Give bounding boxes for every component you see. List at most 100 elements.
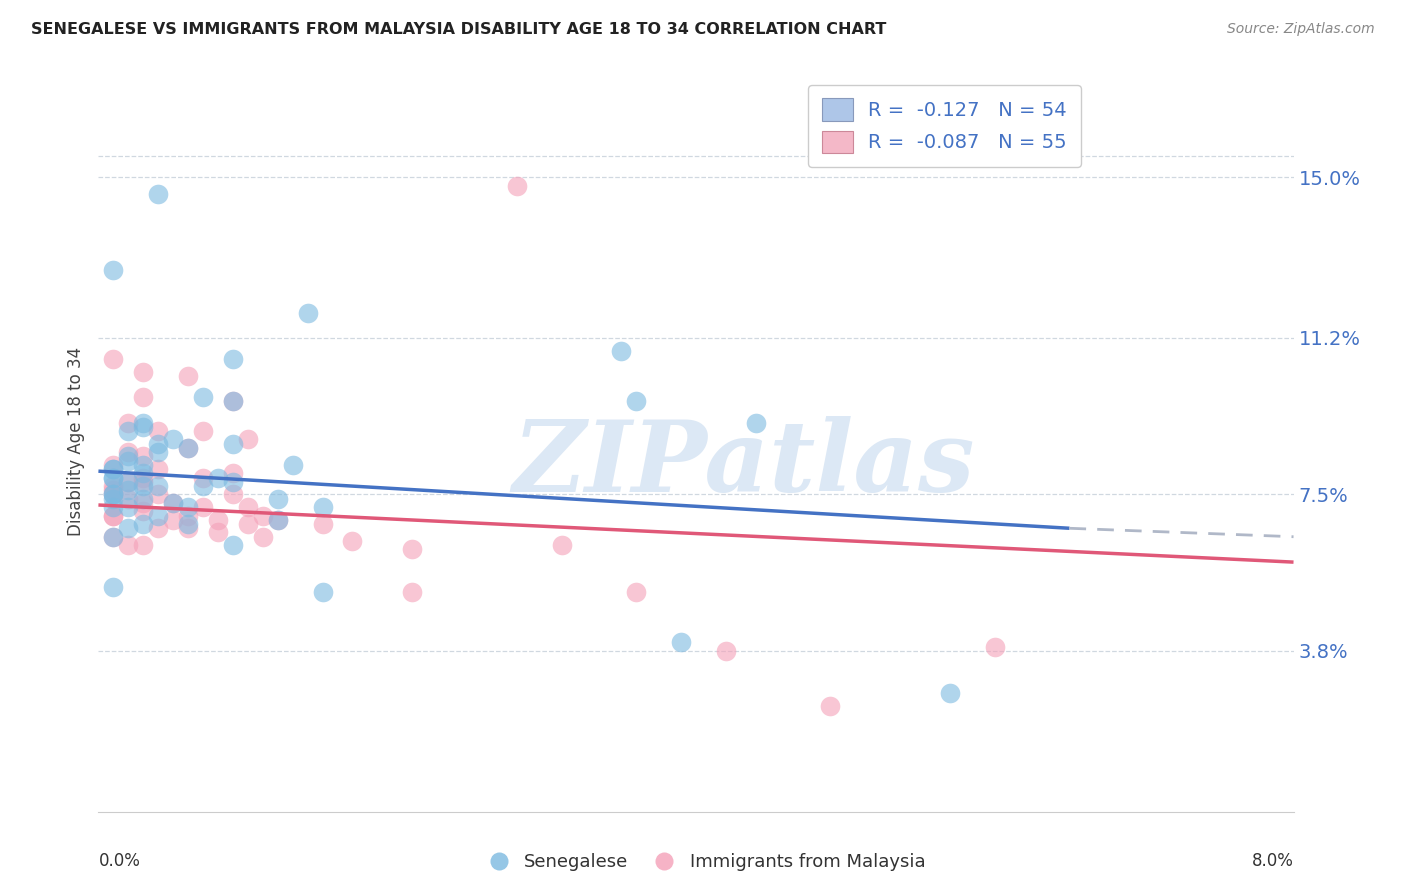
Point (132, 467, 155, 481)
Point (669, 635, 692, 649)
Point (103, 500, 125, 515)
Point (148, 479, 170, 493)
Point (714, 644, 737, 658)
Point (132, 479, 155, 493)
Point (207, 470, 229, 484)
Point (745, 416, 768, 430)
Point (103, 487, 125, 501)
Point (117, 538, 139, 552)
Point (117, 500, 139, 515)
Point (103, 530, 125, 544)
Point (311, 500, 333, 515)
Point (103, 263, 125, 277)
Point (177, 500, 200, 515)
Y-axis label: Disability Age 18 to 34: Disability Age 18 to 34 (66, 347, 84, 536)
Point (132, 416, 155, 430)
Point (236, 500, 259, 515)
Text: 8.0%: 8.0% (1251, 853, 1294, 871)
Point (132, 458, 155, 472)
Point (117, 450, 139, 464)
Point (148, 445, 170, 459)
Point (207, 513, 229, 527)
Point (610, 343, 633, 358)
Point (177, 521, 200, 535)
Point (103, 581, 125, 595)
Point (191, 424, 214, 438)
Point (117, 416, 139, 430)
Point (132, 475, 155, 489)
Point (103, 487, 125, 501)
Point (148, 187, 170, 202)
Point (222, 394, 245, 409)
Point (117, 483, 139, 498)
Point (550, 538, 572, 552)
Point (103, 470, 125, 484)
Point (132, 365, 155, 379)
Point (506, 178, 529, 193)
Point (132, 470, 155, 484)
Point (103, 352, 125, 367)
Point (117, 491, 139, 506)
Point (236, 433, 259, 447)
Point (117, 453, 139, 467)
Point (117, 445, 139, 459)
Point (103, 462, 125, 476)
Point (162, 513, 184, 527)
Point (103, 483, 125, 498)
Point (311, 516, 333, 531)
Point (103, 487, 125, 501)
Point (148, 508, 170, 523)
Point (177, 441, 200, 455)
Point (222, 352, 245, 367)
Point (222, 487, 245, 501)
Point (252, 530, 274, 544)
Point (103, 470, 125, 484)
Point (177, 508, 200, 523)
Point (148, 487, 170, 501)
Point (177, 516, 200, 531)
Point (191, 470, 214, 484)
Point (103, 458, 125, 472)
Point (117, 521, 139, 535)
Legend: Senegalese, Immigrants from Malaysia: Senegalese, Immigrants from Malaysia (474, 847, 932, 879)
Point (626, 394, 648, 409)
Point (297, 305, 319, 319)
Point (117, 424, 139, 438)
Point (401, 542, 423, 557)
Point (132, 419, 155, 434)
Point (148, 424, 170, 438)
Text: Source: ZipAtlas.com: Source: ZipAtlas.com (1227, 22, 1375, 37)
Point (103, 530, 125, 544)
Point (132, 538, 155, 552)
Point (103, 508, 125, 523)
Point (103, 491, 125, 506)
Point (162, 433, 184, 447)
Point (267, 513, 290, 527)
Point (939, 686, 962, 700)
Point (222, 538, 245, 552)
Point (132, 516, 155, 531)
Point (103, 462, 125, 476)
Point (207, 525, 229, 540)
Point (117, 475, 139, 489)
Point (117, 475, 139, 489)
Text: 0.0%: 0.0% (98, 853, 141, 871)
Point (132, 390, 155, 404)
Point (132, 491, 155, 506)
Point (177, 368, 200, 383)
Point (820, 698, 842, 713)
Point (191, 479, 214, 493)
Point (132, 496, 155, 510)
Text: ZIPatlas: ZIPatlas (513, 416, 974, 512)
Point (342, 533, 364, 548)
Point (222, 475, 245, 489)
Point (148, 436, 170, 450)
Point (148, 462, 170, 476)
Point (252, 508, 274, 523)
Point (401, 584, 423, 599)
Point (103, 479, 125, 493)
Point (311, 584, 333, 599)
Point (162, 496, 184, 510)
Point (103, 508, 125, 523)
Point (132, 450, 155, 464)
